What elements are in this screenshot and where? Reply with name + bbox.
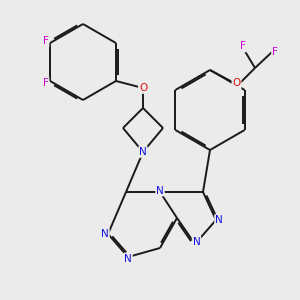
Text: N: N — [124, 254, 132, 263]
Text: N: N — [101, 229, 109, 239]
Text: N: N — [139, 147, 147, 157]
Text: F: F — [240, 41, 246, 52]
Text: F: F — [43, 77, 49, 88]
Text: O: O — [232, 79, 241, 88]
Text: F: F — [272, 47, 278, 57]
Text: N: N — [215, 215, 223, 225]
Text: N: N — [193, 237, 200, 247]
Text: O: O — [139, 83, 147, 93]
Text: F: F — [43, 37, 49, 46]
Text: N: N — [156, 185, 164, 196]
